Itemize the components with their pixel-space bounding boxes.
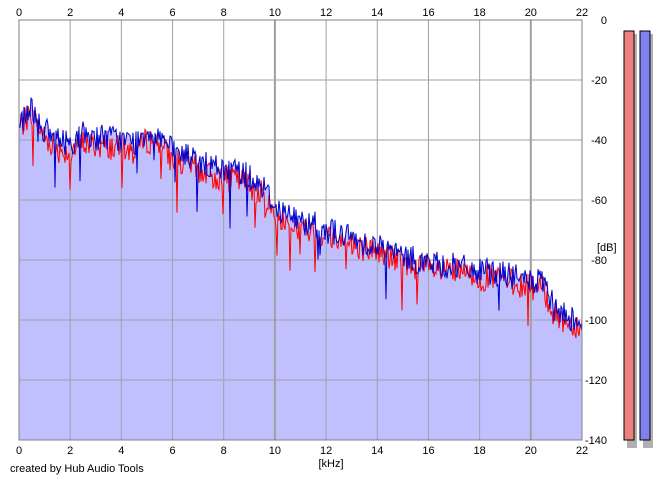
y-tick-label: -40 [591,135,607,147]
x-tick-label: 18 [474,7,486,19]
y-tick-label: -60 [591,195,607,207]
x-tick-label: 20 [525,445,537,457]
x-tick-label: 4 [118,7,124,19]
y-tick-label: -80 [591,255,607,267]
x-tick-label: 20 [525,7,537,19]
x-tick-label: 14 [371,7,383,19]
x-tick-label: 22 [576,445,588,457]
x-tick-label: 18 [474,445,486,457]
series-left-channel-line [18,105,583,339]
x-tick-labels-top: 0 2 4 6 8 10 12 14 16 18 20 22 [16,7,588,19]
x-tick-label: 0 [16,445,22,457]
y-tick-label: 0 [601,15,607,27]
series-right-channel-line [18,97,583,332]
y-tick-labels: 0 -20 -40 -60 -80 -100 -120 -140 [585,15,607,447]
y-tick-label: -20 [591,75,607,87]
x-tick-label: 12 [320,445,332,457]
x-tick-label: 4 [118,445,124,457]
x-tick-label: 10 [269,7,281,19]
x-tick-label: 0 [16,7,22,19]
plot-border [18,19,583,441]
x-axis-label: [kHz] [318,458,343,470]
x-tick-label: 2 [67,7,73,19]
x-tick-label: 22 [576,7,588,19]
x-tick-label: 2 [67,445,73,457]
y-tick-label: -100 [585,315,607,327]
x-tick-label: 10 [269,445,281,457]
spectrum-fill-area [19,98,582,441]
y-axis-label: [dB] [597,242,617,254]
x-tick-label: 6 [169,445,175,457]
level-meter-bar [639,30,651,441]
y-tick-label: -120 [585,375,607,387]
level-meters [623,30,653,448]
x-tick-labels-bottom: 0 2 4 6 8 10 12 14 16 18 20 22 [16,445,588,457]
x-tick-label: 8 [221,7,227,19]
y-tick-label: -140 [585,435,607,447]
x-tick-label: 16 [422,7,434,19]
x-tick-label: 8 [221,445,227,457]
x-tick-label: 16 [422,445,434,457]
credit-text: created by Hub Audio Tools [10,463,144,475]
x-tick-label: 12 [320,7,332,19]
x-tick-label: 6 [169,7,175,19]
x-tick-label: 14 [371,445,383,457]
level-meter-bar [623,30,635,441]
